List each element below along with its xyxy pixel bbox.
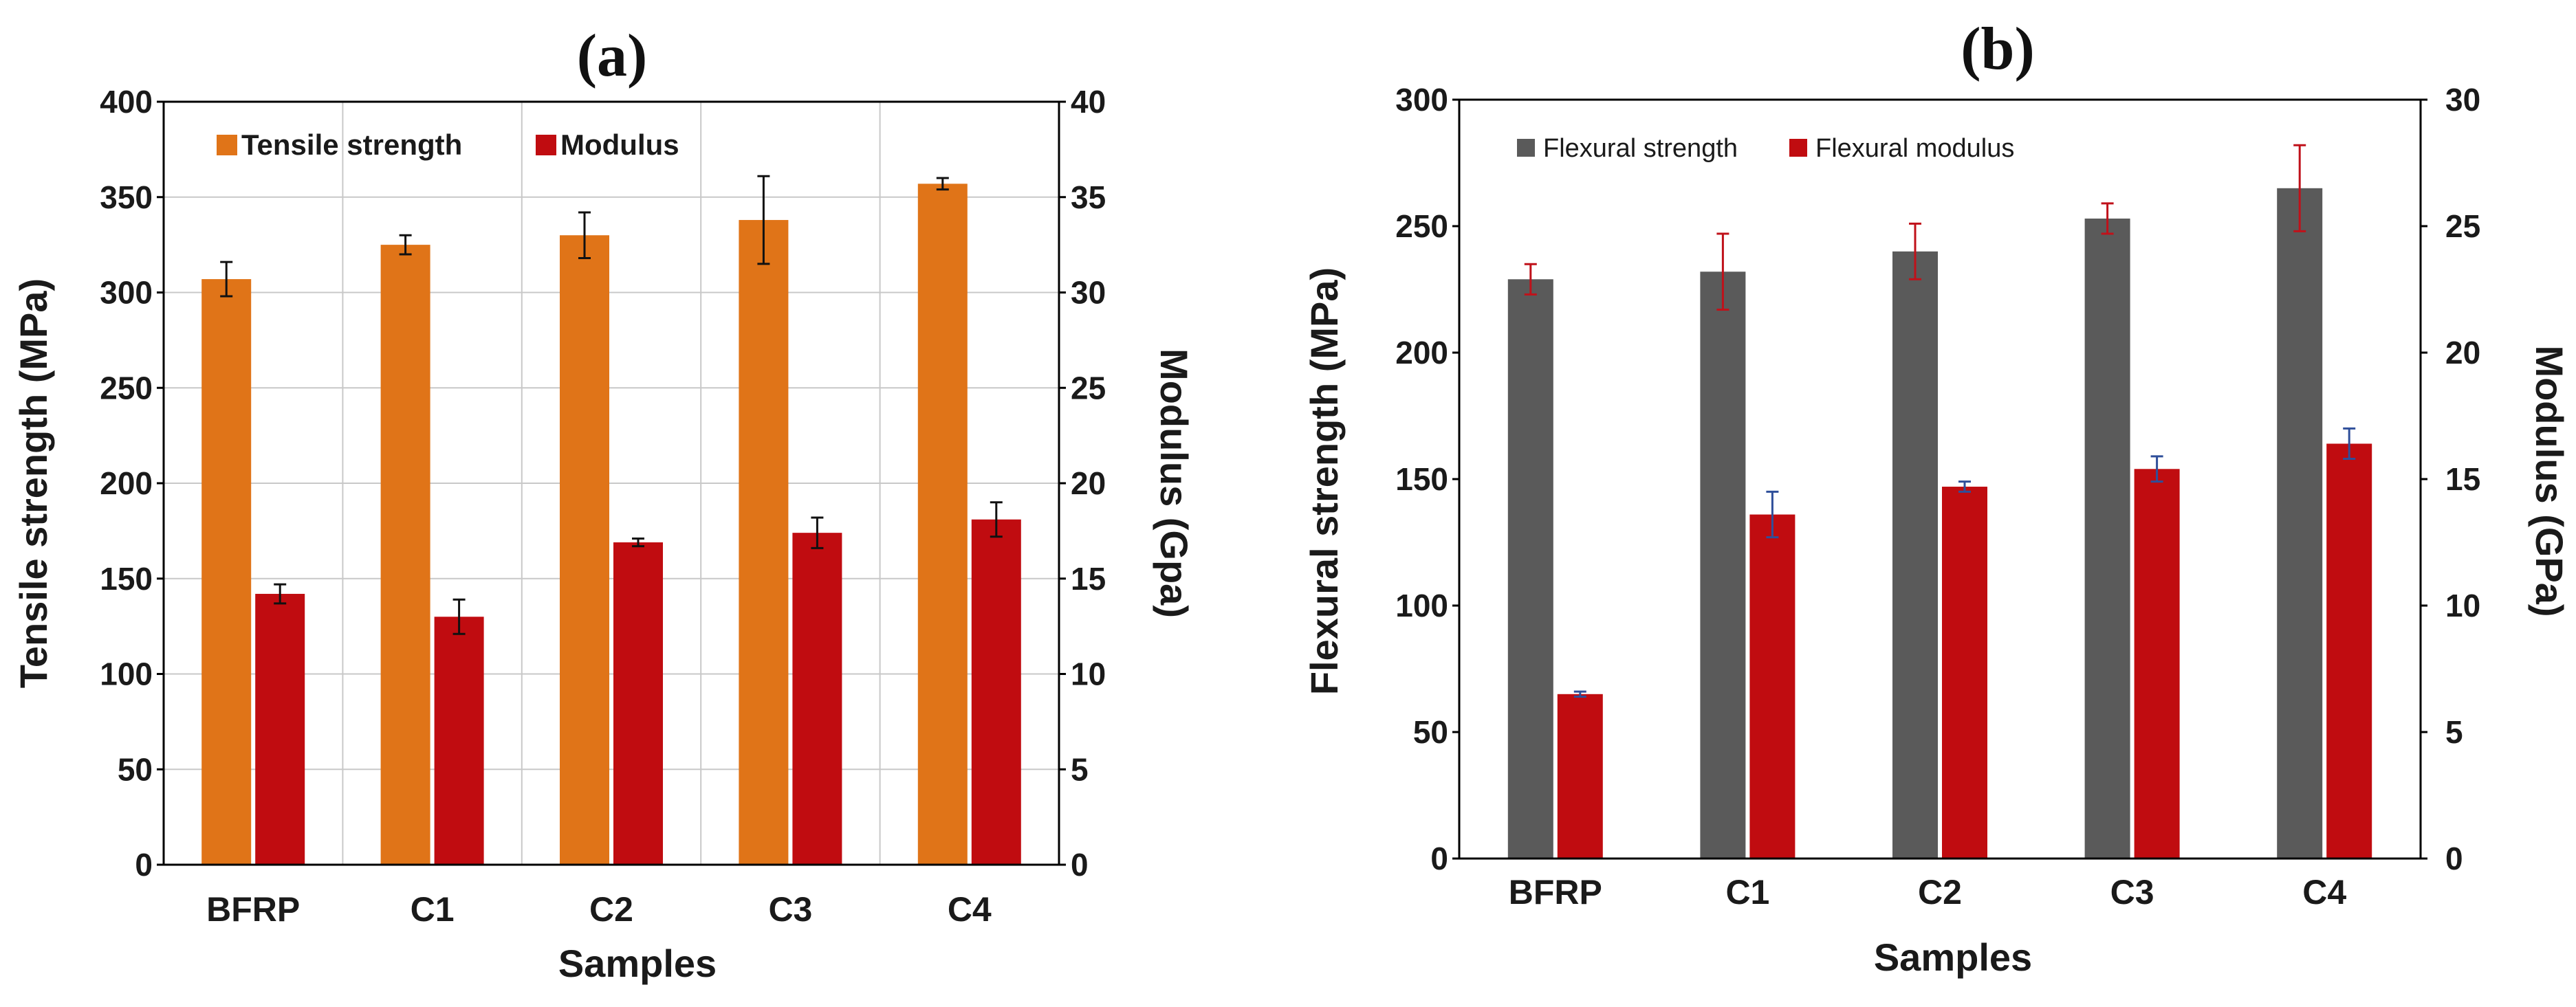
panel-a-bars [201, 184, 1021, 865]
panel-b: (b) 0 50 100 150 200 250 300 0 5 10 15 20 25 30 BFRP… [1302, 16, 2571, 979]
right-tick-label: 20 [1071, 465, 1106, 501]
right-tick-label: 0 [1071, 847, 1089, 883]
panel-b-error-bars [1524, 144, 2356, 698]
left-tick-label: 0 [1430, 841, 1448, 876]
panel-a-legend: Tensile strength Modulus [217, 129, 679, 161]
legend-label-modulus: Modulus [560, 129, 679, 161]
bar-flexural-strength-bfrp [1507, 279, 1553, 859]
bar-flexural-strength-c4 [2277, 188, 2323, 859]
panel-a-y-axis-title-left: Tensile strength (MPa) [12, 278, 55, 688]
bar-flexural-modulus-bfrp [1557, 694, 1603, 859]
category-label-c4: C4 [948, 890, 992, 929]
left-tick-label: 300 [1395, 82, 1448, 118]
category-label-bfrp: BFRP [206, 890, 300, 929]
bar-tensile-strength-bfrp [201, 279, 252, 865]
bar-modulus-c1 [434, 617, 484, 865]
panel-a-x-axis-title: Samples [558, 942, 717, 985]
panel-b-label: (b) [1961, 16, 2035, 82]
bar-modulus-c2 [613, 542, 663, 865]
bar-modulus-c3 [792, 533, 842, 865]
category-label-c3: C3 [768, 890, 812, 929]
legend-swatch-flexural-strength [1517, 139, 1535, 157]
bar-flexural-modulus-c2 [1942, 487, 1987, 859]
panel-b-plot-frame [1458, 98, 2422, 860]
panel-b-bars [1507, 188, 2372, 859]
legend-label-flexural-modulus: Flexural modulus [1815, 134, 2014, 163]
bar-flexural-modulus-c1 [1749, 514, 1795, 859]
left-tick-label: 100 [100, 656, 153, 692]
bar-tensile-strength-c4 [917, 184, 968, 865]
bar-modulus-c4 [971, 519, 1021, 865]
panel-b-left-ticks: 0 50 100 150 200 250 300 [1395, 82, 1459, 876]
legend-swatch-tensile-strength [217, 135, 237, 155]
bar-tensile-strength-c1 [380, 245, 430, 865]
left-tick-label: 250 [1395, 208, 1448, 244]
legend-swatch-modulus [536, 135, 556, 155]
legend-label-tensile-strength: Tensile strength [241, 129, 462, 161]
right-tick-label: 0 [2445, 841, 2463, 876]
left-tick-label: 350 [100, 179, 153, 215]
right-tick-label: 25 [2445, 208, 2480, 244]
left-tick-label: 200 [1395, 335, 1448, 370]
panel-a: (a) 0 50 100 150 200 250 300 350 400 0 5 10 15 20 25 3… [12, 23, 1196, 985]
category-label-c4: C4 [2302, 873, 2346, 911]
right-tick-label: 25 [1071, 370, 1106, 406]
right-tick-label: 40 [1071, 84, 1106, 120]
right-tick-label: 5 [1071, 751, 1089, 787]
panel-b-right-ticks: 0 5 10 15 20 25 30 [2421, 82, 2480, 876]
bar-modulus-bfrp [255, 593, 305, 865]
left-tick-label: 50 [118, 751, 153, 787]
category-label-bfrp: BFRP [1509, 873, 1602, 911]
right-tick-label: 30 [2445, 82, 2480, 118]
panel-a-category-labels: BFRP C1 C2 C3 C4 [206, 890, 992, 929]
right-tick-label: 30 [1071, 275, 1106, 311]
right-tick-label: 10 [1071, 656, 1106, 692]
panel-b-legend: Flexural strength Flexural modulus [1517, 134, 2014, 163]
panel-b-category-labels: BFRP C1 C2 C3 C4 [1509, 873, 2347, 911]
legend-label-flexural-strength: Flexural strength [1543, 134, 1738, 163]
right-tick-label: 35 [1071, 179, 1106, 215]
right-tick-label: 15 [1071, 561, 1106, 597]
panel-a-y-axis-title-right: Modulus (Gpa) [1153, 348, 1196, 618]
right-tick-label: 10 [2445, 588, 2480, 623]
bar-tensile-strength-c2 [560, 235, 609, 865]
panel-a-grid [164, 101, 1059, 865]
bar-flexural-modulus-c3 [2134, 469, 2180, 859]
panel-b-y-axis-title-left: Flexural strength (MPa) [1302, 267, 1346, 695]
left-tick-label: 200 [100, 465, 153, 501]
panel-a-error-bars [220, 175, 1003, 635]
left-tick-label: 400 [100, 84, 153, 120]
right-tick-label: 5 [2445, 714, 2463, 750]
category-label-c3: C3 [2110, 873, 2154, 911]
bar-tensile-strength-c3 [739, 220, 789, 865]
left-tick-label: 250 [100, 370, 153, 406]
panel-b-x-axis-title: Samples [1874, 936, 2032, 979]
panel-a-right-ticks: 0 5 10 15 20 25 30 35 40 [1059, 84, 1106, 883]
panel-b-y-axis-title-right: Modulus (GPa) [2528, 345, 2571, 617]
bar-flexural-strength-c1 [1700, 272, 1746, 859]
bar-flexural-strength-c2 [1892, 251, 1938, 859]
left-tick-label: 100 [1395, 588, 1448, 623]
category-label-c1: C1 [411, 890, 455, 929]
right-tick-label: 15 [2445, 461, 2480, 497]
left-tick-label: 0 [135, 847, 153, 883]
category-label-c2: C2 [1918, 873, 1962, 911]
bar-flexural-modulus-c4 [2326, 443, 2372, 859]
bar-flexural-strength-c3 [2084, 218, 2130, 859]
category-label-c1: C1 [1725, 873, 1769, 911]
left-tick-label: 300 [100, 275, 153, 311]
panel-a-left-ticks: 0 50 100 150 200 250 300 350 400 [100, 84, 164, 883]
panel-a-label: (a) [577, 23, 648, 89]
right-tick-label: 20 [2445, 335, 2480, 370]
left-tick-label: 150 [100, 561, 153, 597]
left-tick-label: 50 [1413, 714, 1448, 750]
left-tick-label: 150 [1395, 461, 1448, 497]
legend-swatch-flexural-modulus [1789, 139, 1807, 157]
category-label-c2: C2 [589, 890, 633, 929]
